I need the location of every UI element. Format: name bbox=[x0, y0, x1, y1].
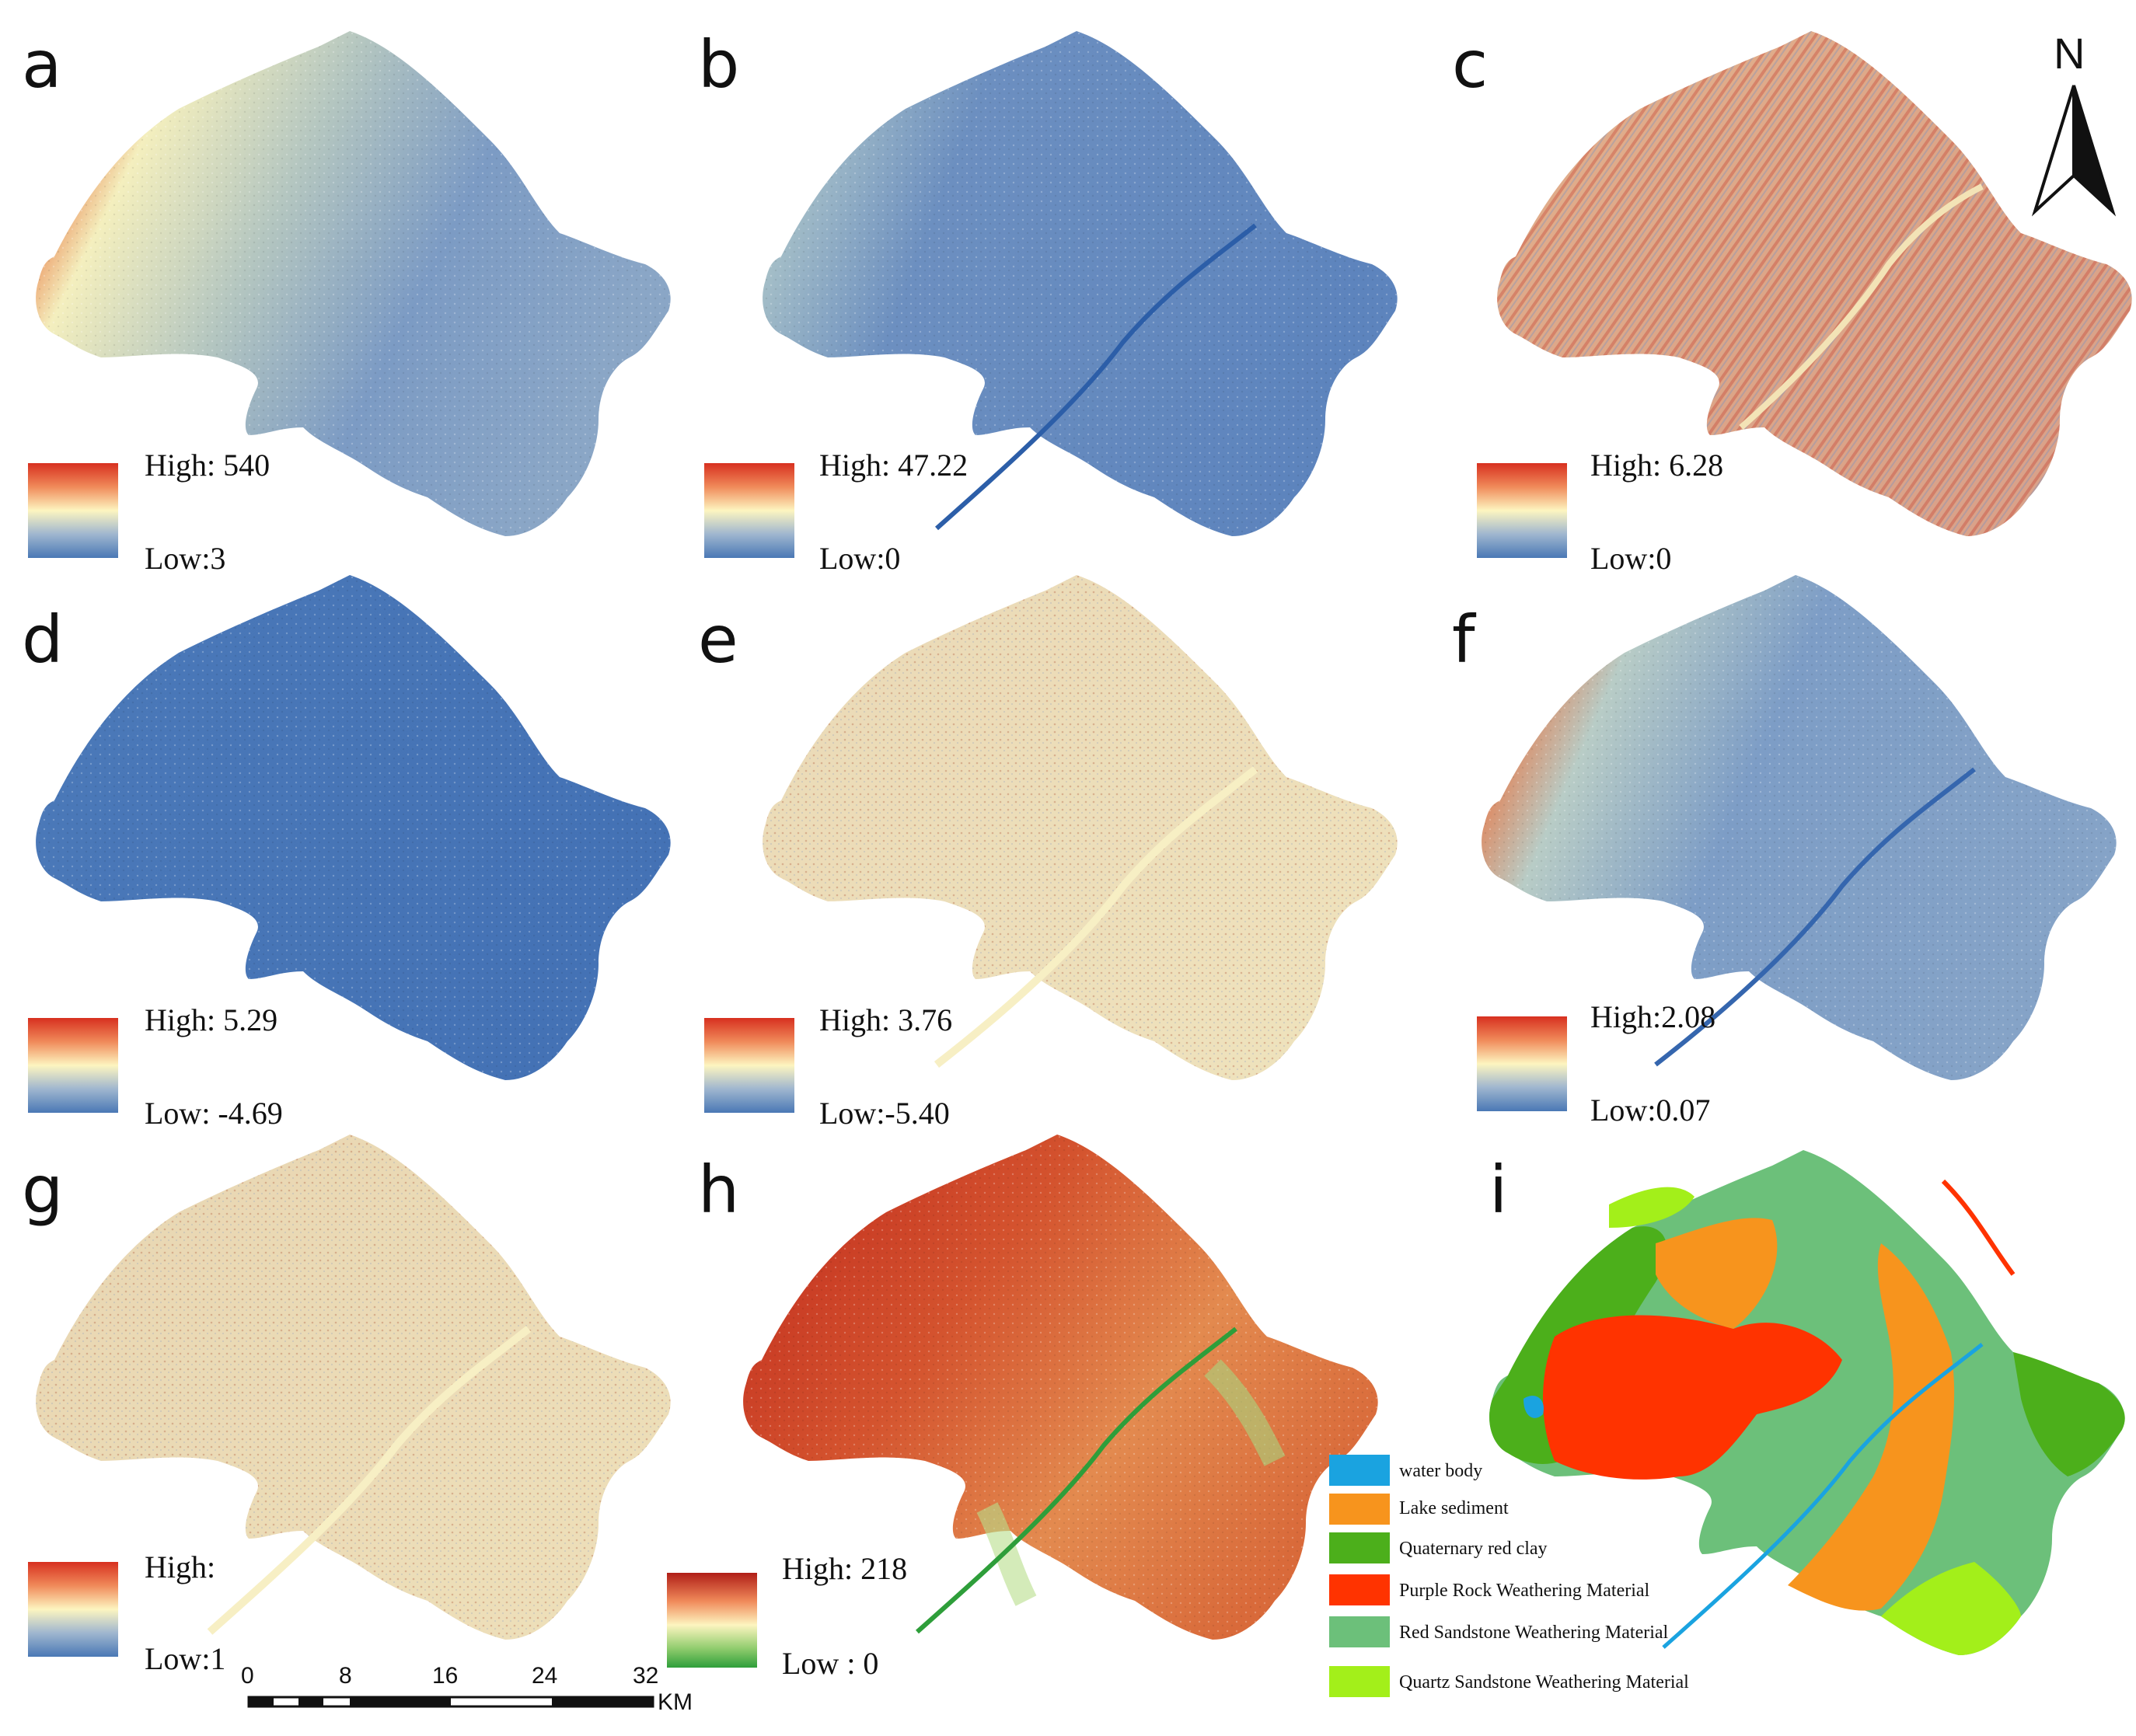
panel-letter-h: h bbox=[698, 1152, 739, 1228]
region-water-body bbox=[1523, 1396, 1544, 1418]
legend-high-h: High: 218 bbox=[782, 1551, 907, 1586]
map-a bbox=[36, 31, 671, 536]
legend-low-b: Low:0 bbox=[819, 541, 900, 576]
panel-letter-g: g bbox=[22, 1152, 63, 1228]
legend-low-e: Low:-5.40 bbox=[819, 1096, 950, 1131]
soil-label-quaternary-red-clay: Quaternary red clay bbox=[1399, 1539, 1548, 1559]
legend-low-d: Low: -4.69 bbox=[145, 1096, 283, 1131]
map-d bbox=[36, 575, 671, 1080]
soil-label-water-body: water body bbox=[1399, 1461, 1482, 1481]
soil-swatch-quartz-sandstone bbox=[1329, 1666, 1390, 1697]
legend-ramp-c bbox=[1477, 463, 1567, 558]
panel-h: h High: 218 Low : 0 bbox=[667, 1135, 1378, 1681]
scale-tick-8: 8 bbox=[339, 1663, 352, 1689]
legend-high-f: High:2.08 bbox=[1590, 999, 1715, 1034]
panel-letter-b: b bbox=[698, 26, 739, 103]
map-h bbox=[743, 1135, 1378, 1640]
soil-legend-item: Red Sandstone Weathering Material bbox=[1329, 1616, 1669, 1647]
scale-tick-32: 32 bbox=[633, 1663, 658, 1689]
soil-swatch-lake-sediment bbox=[1329, 1494, 1390, 1525]
legend-ramp-g bbox=[28, 1562, 118, 1657]
panel-b: b High: 47.22 Low:0 bbox=[698, 26, 1398, 576]
soil-legend-item: Lake sediment bbox=[1329, 1494, 1509, 1525]
legend-high-c: High: 6.28 bbox=[1590, 448, 1723, 483]
soil-label-quartz-sandstone: Quartz Sandstone Weathering Material bbox=[1399, 1672, 1689, 1692]
map-c bbox=[1497, 31, 2132, 536]
region-lake-sediment-river bbox=[1788, 1243, 1955, 1611]
soil-legend-item: Quartz Sandstone Weathering Material bbox=[1329, 1666, 1689, 1697]
panel-letter-a: a bbox=[22, 26, 61, 103]
north-arrow: N bbox=[2031, 29, 2117, 217]
panel-g: g High: Low:1 bbox=[22, 1135, 671, 1676]
panel-i: i bbox=[1489, 1150, 2125, 1655]
region-quartz-sandstone-nw bbox=[1609, 1187, 1694, 1228]
legend-low-h: Low : 0 bbox=[782, 1646, 878, 1681]
legend-a: High: 540 Low:3 bbox=[28, 448, 270, 576]
soil-swatch-quaternary-red-clay bbox=[1329, 1532, 1390, 1563]
soil-legend-item: Purple Rock Weathering Material bbox=[1329, 1574, 1650, 1605]
legend-high-a: High: 540 bbox=[145, 448, 270, 483]
panel-f: f High:2.08 Low:0.07 bbox=[1452, 575, 2117, 1128]
panel-letter-e: e bbox=[698, 601, 738, 678]
legend-g: High: Low:1 bbox=[28, 1550, 225, 1676]
legend-ramp-d bbox=[28, 1018, 118, 1113]
legend-ramp-f bbox=[1477, 1016, 1567, 1111]
soil-label-red-sandstone: Red Sandstone Weathering Material bbox=[1399, 1623, 1669, 1643]
panel-e: e High: 3.76 Low:-5.40 bbox=[698, 575, 1398, 1131]
panel-a: a High: 540 Low:3 bbox=[22, 26, 671, 576]
legend-ramp-b bbox=[704, 463, 794, 558]
scale-bar: 0 8 16 24 32 KM bbox=[241, 1663, 693, 1715]
legend-f: High:2.08 Low:0.07 bbox=[1477, 999, 1715, 1128]
panel-letter-i: i bbox=[1489, 1152, 1507, 1228]
legend-low-g: Low:1 bbox=[145, 1641, 225, 1676]
soil-label-purple-rock: Purple Rock Weathering Material bbox=[1399, 1581, 1650, 1601]
legend-b: High: 47.22 Low:0 bbox=[704, 448, 968, 576]
soil-legend-item: water body bbox=[1329, 1455, 1482, 1486]
region-purple-rock bbox=[1543, 1315, 1842, 1480]
legend-ramp-h bbox=[667, 1573, 757, 1668]
legend-c: High: 6.28 Low:0 bbox=[1477, 448, 1723, 576]
map-f bbox=[1482, 575, 2117, 1080]
scale-tick-24: 24 bbox=[532, 1663, 557, 1689]
map-i bbox=[1489, 1150, 2125, 1655]
legend-high-g: High: bbox=[145, 1550, 215, 1584]
map-e bbox=[763, 575, 1398, 1080]
legend-ramp-e bbox=[704, 1018, 794, 1113]
legend-ramp-a bbox=[28, 463, 118, 558]
panel-d: d High: 5.29 Low: -4.69 bbox=[22, 575, 671, 1131]
soil-legend-item: Quaternary red clay bbox=[1329, 1532, 1548, 1563]
legend-low-f: Low:0.07 bbox=[1590, 1093, 1710, 1128]
region-quaternary-red-clay-east bbox=[2013, 1352, 2125, 1476]
north-arrow-label: N bbox=[2054, 29, 2085, 78]
soil-swatch-purple-rock bbox=[1329, 1574, 1390, 1605]
legend-h: High: 218 Low : 0 bbox=[667, 1551, 907, 1681]
legend-low-c: Low:0 bbox=[1590, 541, 1671, 576]
panel-letter-f: f bbox=[1452, 601, 1477, 678]
panel-c: c High: 6.28 Low:0 bbox=[1452, 26, 2132, 576]
legend-high-d: High: 5.29 bbox=[145, 1002, 277, 1037]
soil-swatch-red-sandstone bbox=[1329, 1616, 1390, 1647]
north-arrow-right-icon bbox=[2072, 85, 2117, 217]
panel-letter-c: c bbox=[1452, 26, 1488, 103]
scale-unit: KM bbox=[658, 1689, 693, 1715]
map-g bbox=[36, 1135, 671, 1640]
scale-tick-0: 0 bbox=[241, 1663, 254, 1689]
scale-tick-16: 16 bbox=[432, 1663, 458, 1689]
region-quartz-sandstone-south bbox=[1881, 1562, 2021, 1655]
legend-d: High: 5.29 Low: -4.69 bbox=[28, 1002, 283, 1131]
soil-swatch-water-body bbox=[1329, 1455, 1390, 1486]
panel-letter-d: d bbox=[22, 601, 63, 678]
soil-label-lake-sediment: Lake sediment bbox=[1399, 1498, 1509, 1518]
soil-legend: water body Lake sediment Quaternary red … bbox=[1329, 1455, 1689, 1697]
legend-high-b: High: 47.22 bbox=[819, 448, 968, 483]
north-arrow-left-icon bbox=[2031, 85, 2075, 217]
map-b bbox=[763, 31, 1398, 536]
legend-e: High: 3.76 Low:-5.40 bbox=[704, 1002, 952, 1131]
region-lake-sediment-north bbox=[1656, 1218, 1778, 1329]
legend-low-a: Low:3 bbox=[145, 541, 225, 576]
legend-high-e: High: 3.76 bbox=[819, 1002, 952, 1037]
